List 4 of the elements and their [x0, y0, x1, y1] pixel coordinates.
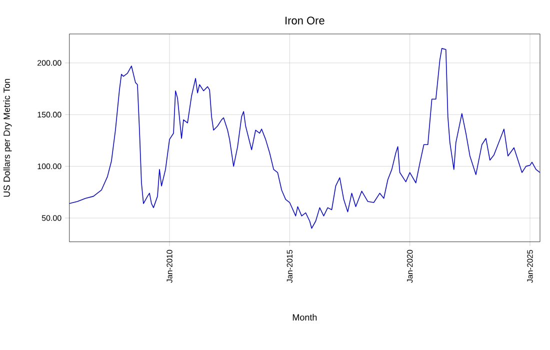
- line-series: [69, 48, 540, 229]
- chart-title: Iron Ore: [286, 16, 324, 25]
- y-axis-title: US Dollars per Dry Metric Ton: [3, 79, 12, 197]
- x-axis-title: Month: [292, 314, 317, 321]
